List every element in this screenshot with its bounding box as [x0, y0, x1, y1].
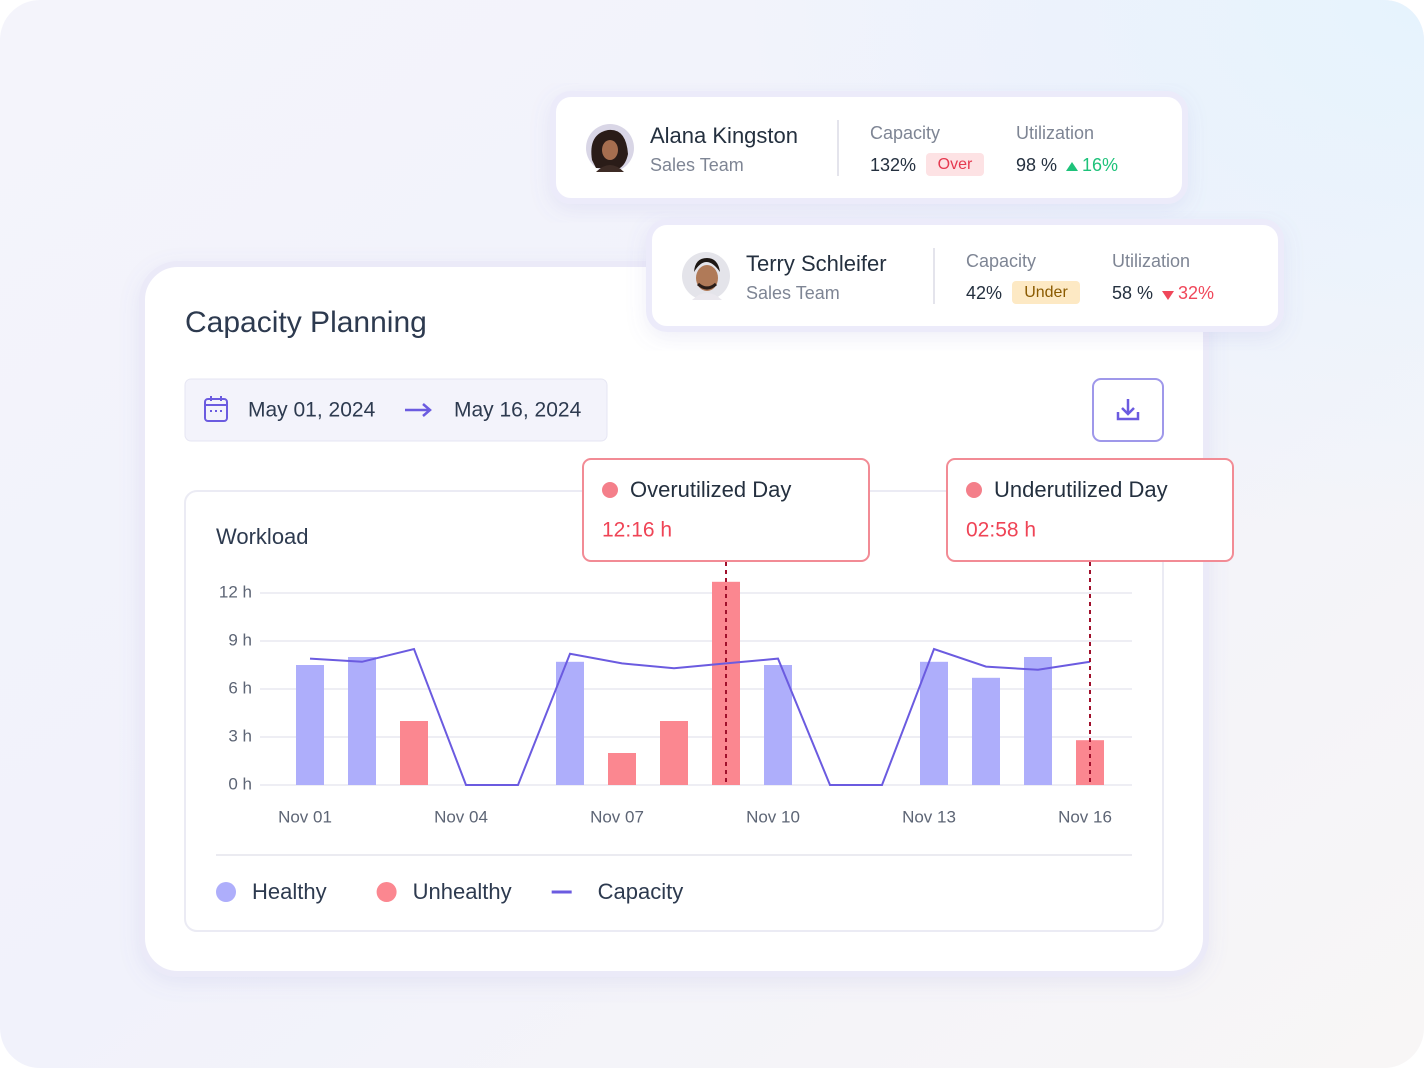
- tooltip-value: 12:16 h: [602, 519, 672, 542]
- download-icon: [1116, 399, 1140, 421]
- calendar-icon: [204, 396, 228, 422]
- chart-title: Workload: [216, 524, 309, 549]
- trend-up: [1066, 162, 1078, 171]
- bar: [972, 677, 1000, 785]
- capacity-value: 132%: [870, 155, 916, 175]
- panel-title: Capacity Planning: [185, 306, 427, 339]
- person-team: Sales Team: [650, 155, 744, 175]
- download-button[interactable]: [1092, 378, 1164, 442]
- avatar: [682, 252, 730, 300]
- capacity-label: Capacity: [966, 251, 1036, 271]
- bar: [556, 661, 584, 785]
- bar: [1024, 657, 1052, 785]
- person-card: Alana Kingston Sales Team Capacity 132% …: [550, 91, 1188, 204]
- arrow-icon: [405, 403, 432, 417]
- trend-down: [1162, 291, 1174, 300]
- status-badge: [926, 153, 984, 176]
- bar: [348, 657, 376, 785]
- date-range-box[interactable]: [184, 378, 608, 442]
- x-tick-label: Nov 16: [1058, 807, 1112, 826]
- tooltip-value: 02:58 h: [966, 519, 1036, 542]
- y-tick-label: 12 h: [219, 582, 252, 601]
- tooltip-label: Overutilized Day: [630, 477, 791, 502]
- tooltip-label: Underutilized Day: [994, 477, 1168, 502]
- y-tick-label: 3 h: [228, 726, 252, 745]
- capacity-value: 42%: [966, 283, 1002, 303]
- capacity-line: [309, 647, 1091, 786]
- tooltip-box: [582, 458, 870, 562]
- bar: [660, 721, 688, 785]
- utilization-value: 98 %: [1016, 155, 1057, 175]
- person-card: Terry Schleifer Sales Team Capacity 42% …: [646, 219, 1284, 332]
- date-range[interactable]: May 01, 2024 May 16, 2024: [184, 378, 608, 442]
- utilization-label: Utilization: [1016, 123, 1094, 143]
- bar: [764, 665, 792, 785]
- avatar: [586, 124, 634, 172]
- person-name: Terry Schleifer: [746, 251, 887, 276]
- status-text: Under: [1024, 284, 1068, 301]
- tooltip-box: [946, 458, 1234, 562]
- date-end: May 16, 2024: [454, 399, 582, 422]
- legend-label: Unhealthy: [413, 879, 512, 904]
- tooltip-dot: [602, 482, 618, 498]
- x-tick-label: Nov 04: [434, 807, 488, 826]
- y-tick-label: 6 h: [228, 678, 252, 697]
- person-card-box: [550, 91, 1188, 204]
- bar: [400, 721, 428, 785]
- bar: [920, 661, 948, 785]
- y-tick-label: 9 h: [228, 630, 252, 649]
- tooltip-dot: [966, 482, 982, 498]
- plot: 0 h 3 h 6 h 9 h 12 h Nov 01 Nov 04 Nov 07 Nov 10…: [219, 581, 1132, 826]
- annotations: Overutilized Day 12:16 h Underutilized Day…: [582, 458, 1234, 785]
- person-name: Alana Kingston: [650, 123, 798, 148]
- utilization-value: 58 %: [1112, 283, 1153, 303]
- utilization-change: 32%: [1178, 283, 1214, 303]
- bar: [608, 753, 636, 785]
- legend-swatch: [216, 882, 236, 902]
- capacity-label: Capacity: [870, 123, 940, 143]
- x-tick-label: Nov 07: [590, 807, 644, 826]
- utilization-label: Utilization: [1112, 251, 1190, 271]
- date-start: May 01, 2024: [248, 399, 376, 422]
- legend-swatch: [376, 882, 397, 902]
- status-text: Over: [938, 156, 973, 173]
- person-team: Sales Team: [746, 283, 840, 303]
- person-card-box: [646, 219, 1284, 332]
- legend: Healthy Unhealthy Capacity: [216, 879, 683, 904]
- bar: [296, 665, 324, 785]
- x-tick-label: Nov 13: [902, 807, 956, 826]
- utilization-change: 16%: [1082, 155, 1118, 175]
- x-tick-label: Nov 01: [278, 807, 332, 826]
- y-tick-label: 0 h: [228, 774, 252, 793]
- legend-label: Healthy: [252, 879, 327, 904]
- status-badge: [1012, 281, 1080, 304]
- legend-label: Capacity: [598, 879, 684, 904]
- x-tick-label: Nov 10: [746, 807, 800, 826]
